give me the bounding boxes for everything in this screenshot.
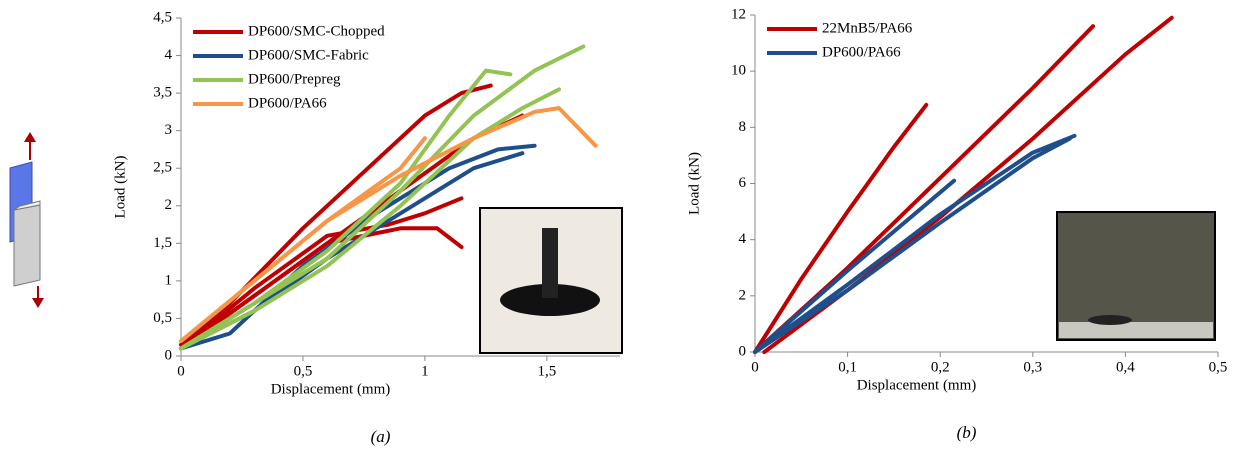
curve xyxy=(753,102,929,354)
curve xyxy=(753,136,1072,354)
caption: (b) xyxy=(957,423,977,442)
y-axis-label: Load (kN) xyxy=(112,156,128,219)
y-tick-label: 3 xyxy=(165,122,173,138)
x-tick-label: 0,3 xyxy=(1023,359,1042,375)
y-tick-label: 8 xyxy=(739,119,747,135)
curve xyxy=(753,178,957,354)
legend-label: DP600/PA66 xyxy=(822,44,901,60)
x-tick-label: 1 xyxy=(421,363,429,379)
y-tick-label: 4 xyxy=(165,47,173,63)
inset-photo xyxy=(479,207,623,354)
x-tick-label: 0 xyxy=(751,359,759,375)
legend-label: DP600/SMC-Chopped xyxy=(248,23,385,39)
inset-photo xyxy=(1056,211,1216,341)
caption: (a) xyxy=(371,427,391,446)
x-tick-label: 0,1 xyxy=(838,359,857,375)
x-axis-label: Displacement (mm) xyxy=(271,381,391,397)
x-tick-label: 0,5 xyxy=(1209,359,1228,375)
y-tick-label: 12 xyxy=(731,6,746,22)
y-axis-label: Load (kN) xyxy=(686,152,702,215)
y-tick-label: 2 xyxy=(165,197,173,213)
curve xyxy=(753,24,1095,354)
curve xyxy=(179,87,561,351)
legend-label: DP600/Prepreg xyxy=(248,71,341,87)
legend-label: DP600/PA66 xyxy=(248,95,327,111)
curve xyxy=(753,133,1077,354)
y-tick-label: 0 xyxy=(165,347,173,363)
y-tick-label: 10 xyxy=(731,63,746,79)
y-tick-label: 3,5 xyxy=(153,85,172,101)
curve xyxy=(179,136,427,343)
y-tick-label: 0,5 xyxy=(153,310,172,326)
y-tick-label: 1 xyxy=(165,272,173,288)
x-axis-label: Displacement (mm) xyxy=(857,377,977,393)
y-tick-label: 2 xyxy=(739,287,747,303)
x-tick-label: 0,4 xyxy=(1116,359,1135,375)
y-tick-label: 0 xyxy=(739,343,747,359)
curve xyxy=(179,226,464,351)
y-tick-label: 2,5 xyxy=(153,160,172,176)
x-tick-label: 1,5 xyxy=(537,363,556,379)
x-tick-label: 0,2 xyxy=(931,359,950,375)
x-tick-label: 0 xyxy=(177,363,185,379)
legend-label: 22MnB5/PA66 xyxy=(822,20,913,36)
y-tick-label: 4,5 xyxy=(153,9,172,25)
y-tick-label: 4 xyxy=(739,231,747,247)
y-tick-label: 6 xyxy=(739,175,747,191)
x-tick-label: 0,5 xyxy=(294,363,313,379)
specimen-icon xyxy=(9,132,44,308)
legend-label: DP600/SMC-Fabric xyxy=(248,47,369,63)
curve xyxy=(179,68,513,351)
y-tick-label: 1,5 xyxy=(153,235,172,251)
